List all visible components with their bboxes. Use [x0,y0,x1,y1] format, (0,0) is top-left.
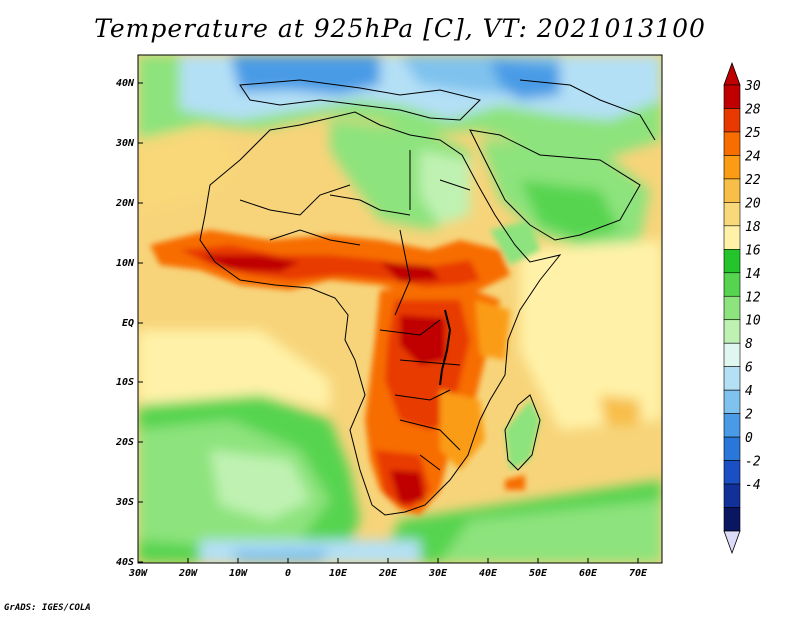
colorbar-label: 24 [745,149,761,164]
colorbar-under-arrow [723,530,741,555]
colorbar-swatch [723,413,741,438]
map-title: Temperature at 925hPa [C], VT: 202101310… [94,14,706,43]
lon-tick-label: 0 [285,568,291,579]
colorbar-label: 16 [745,243,761,258]
colorbar-label: 10 [745,314,761,329]
lon-tick-label: 10W [229,568,248,579]
colorbar-label: 18 [745,220,761,235]
lon-tick-label: 10E [329,568,348,579]
colorbar-swatch [723,319,741,344]
colorbar-label: 8 [745,337,753,352]
axis-ticks [137,82,639,563]
lat-tick-label: 10N [116,258,135,269]
colorbar-label: 20 [745,196,761,211]
lon-tick-label: 70E [629,568,648,579]
colorbar-label: 28 [745,102,761,117]
colorbar-over-arrow [723,61,741,86]
lat-tick-label: 40N [116,78,135,89]
colorbar-swatch [723,342,741,367]
lat-tick-label: 20S [115,437,134,448]
colorbar-swatch [723,178,741,203]
colorbar-label: 6 [745,361,753,376]
lat-tick-label: 10S [116,377,134,388]
coastlines [199,79,656,516]
colorbar-swatch [723,84,741,109]
colorbar-swatch [723,389,741,414]
lat-tick-label: 30N [115,138,135,149]
colorbar-label: 2 [745,408,753,423]
lon-tick-label: 20W [178,568,198,579]
colorbar-swatch [723,460,741,485]
colorbar-label: 4 [745,384,753,399]
colorbar-swatch [723,155,741,180]
colorbar-swatch [723,295,741,321]
lat-tick-label: EQ [122,318,134,329]
latitude-axis: 40N 30N 20N 10N EQ 10S 20S 30S 40S [115,78,135,568]
colorbar-swatch [723,366,741,391]
colorbar-swatch [723,436,741,461]
grads-credit: GrADS: IGES/COLA [4,603,91,613]
lat-tick-label: 40S [116,557,134,568]
colorbar-label: 22 [745,173,761,188]
lon-tick-label: 30W [128,568,148,579]
colorbar-swatch [723,249,741,274]
lon-tick-label: 60E [579,568,598,579]
colorbar-swatch [723,202,741,227]
colorbar-label: -4 [745,478,761,493]
colorbar-swatch [723,483,741,508]
colorbar-label: -2 [745,455,761,470]
colorbar-swatch [723,272,741,297]
colorbar-label: 0 [745,431,753,446]
colorbar-label: 30 [744,79,761,94]
colorbar-label: 14 [745,267,761,282]
colorbar-label: 25 [745,126,761,141]
colorbar-swatch [723,131,741,156]
lon-tick-label: 40E [479,568,498,579]
lat-tick-label: 20N [115,198,135,209]
lon-tick-label: 50E [529,568,548,579]
colorbar-swatch [723,225,741,250]
lon-tick-label: 20E [378,568,398,579]
colorbar-swatch [723,507,741,532]
lat-tick-label: 30S [115,497,134,508]
lon-tick-label: 30E [428,568,448,579]
colorbar-swatch [723,108,741,133]
colorbar-label: 12 [745,290,761,305]
longitude-axis: 30W 20W 10W 0 10E 20E 30E 40E 50E 60E 70E [128,568,648,579]
